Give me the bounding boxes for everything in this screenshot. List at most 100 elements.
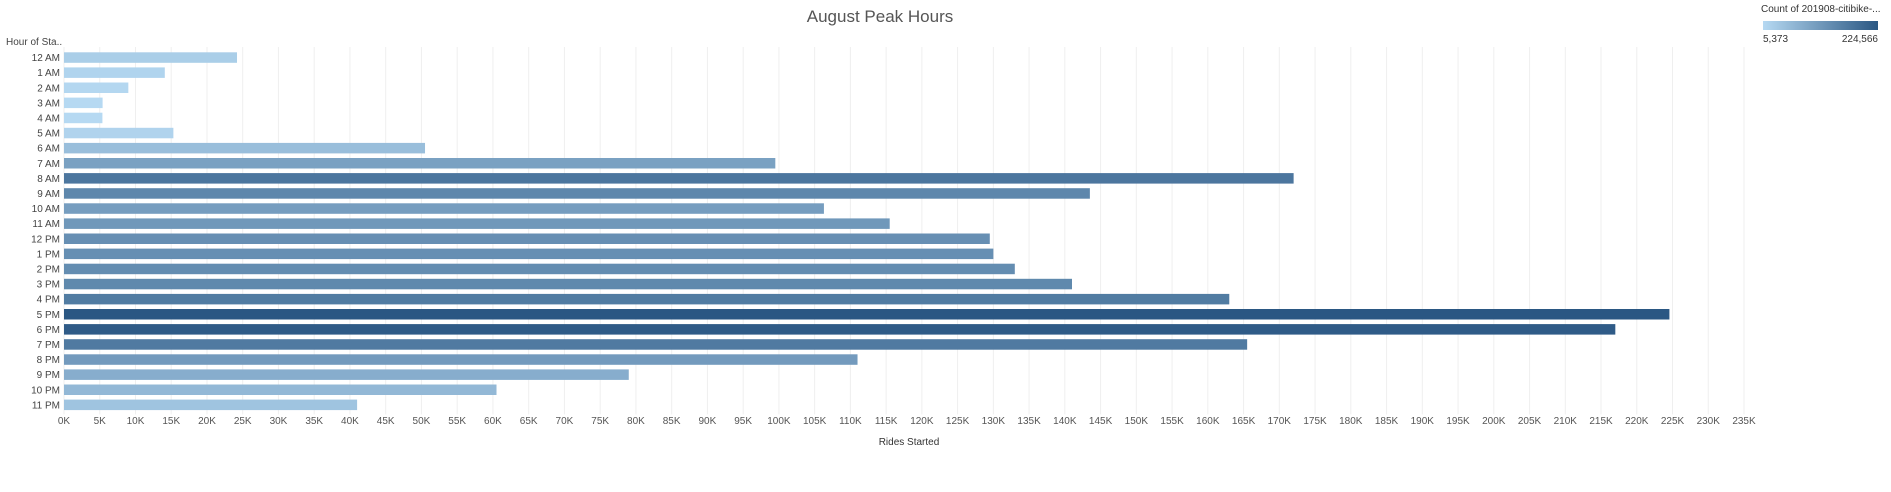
- x-tick-label: 225K: [1661, 416, 1685, 427]
- x-tick-label: 105K: [803, 416, 827, 427]
- bar[interactable]: [64, 82, 129, 94]
- bar[interactable]: [64, 173, 1294, 184]
- bar[interactable]: [64, 67, 165, 78]
- x-tick-label: 70K: [556, 416, 574, 427]
- category-label: 3 AM: [37, 98, 60, 109]
- legend-title: Count of 201908-citibike-...: [1761, 4, 1881, 15]
- x-tick-label: 25K: [234, 416, 252, 427]
- bars: [64, 52, 1670, 411]
- x-tick-label: 145K: [1089, 416, 1113, 427]
- x-tick-label: 10K: [127, 416, 145, 427]
- category-label: 3 PM: [37, 280, 60, 291]
- x-tick-label: 115K: [875, 416, 898, 427]
- category-label: 4 PM: [37, 295, 60, 306]
- x-tick-label: 95K: [734, 416, 752, 427]
- x-tick-label: 205K: [1518, 416, 1542, 427]
- x-tick-label: 200K: [1482, 416, 1506, 427]
- category-labels: 12 AM 1 AM 2 AM 3 AM 4 AM 5 AM 6 AM 7 AM 8 AM 9 A…: [31, 53, 60, 411]
- x-tick-label: 100K: [767, 416, 791, 427]
- category-label: 11 PM: [32, 400, 60, 411]
- category-label: 1 AM: [37, 68, 60, 79]
- category-label: 7 AM: [37, 159, 60, 170]
- bar[interactable]: [64, 142, 426, 154]
- x-tick-label: 55K: [448, 416, 466, 427]
- x-tick-label: 165K: [1232, 416, 1256, 427]
- bar[interactable]: [64, 203, 824, 214]
- y-axis-title: Hour of Sta..: [6, 37, 62, 48]
- bar[interactable]: [64, 309, 1670, 320]
- legend-max-label: 224,566: [1842, 34, 1879, 45]
- category-label: 2 PM: [37, 264, 60, 275]
- category-label: 6 PM: [37, 325, 60, 336]
- category-label: 12 PM: [31, 234, 60, 245]
- x-tick-label: 150K: [1125, 416, 1149, 427]
- bar[interactable]: [64, 324, 1616, 335]
- category-label: 9 AM: [37, 189, 60, 200]
- category-label: 1 PM: [37, 249, 60, 260]
- category-label: 2 AM: [37, 83, 60, 94]
- x-tick-label: 40K: [341, 416, 359, 427]
- x-tick-label: 15K: [162, 416, 180, 427]
- x-tick-label: 50K: [413, 416, 431, 427]
- x-tick-label: 5K: [94, 416, 107, 427]
- bar[interactable]: [64, 369, 629, 380]
- bar[interactable]: [64, 112, 103, 124]
- bar[interactable]: [64, 399, 358, 411]
- grid-lines: [63, 47, 1745, 415]
- x-tick-label: 215K: [1589, 416, 1613, 427]
- x-tick-label: 20K: [198, 416, 216, 427]
- x-tick-label: 235K: [1732, 416, 1756, 427]
- x-tick-label: 90K: [699, 416, 717, 427]
- bar[interactable]: [64, 218, 890, 229]
- bar[interactable]: [64, 248, 994, 260]
- x-tick-label: 190K: [1411, 416, 1435, 427]
- category-label: 5 PM: [37, 310, 60, 321]
- legend-min-label: 5,373: [1763, 34, 1788, 45]
- x-tick-label: 85K: [663, 416, 681, 427]
- bar[interactable]: [64, 354, 858, 365]
- bar[interactable]: [64, 293, 1230, 305]
- x-tick-label: 180K: [1339, 416, 1363, 427]
- category-label: 8 AM: [37, 174, 60, 185]
- category-label: 9 PM: [37, 370, 60, 381]
- bar[interactable]: [64, 263, 1015, 275]
- x-tick-label: 140K: [1053, 416, 1077, 427]
- x-tick-label: 60K: [484, 416, 502, 427]
- category-label: 12 AM: [32, 53, 60, 64]
- x-tick-label: 220K: [1625, 416, 1649, 427]
- x-tick-label: 175K: [1303, 416, 1327, 427]
- bar[interactable]: [64, 233, 990, 245]
- x-tick-label: 185K: [1375, 416, 1399, 427]
- bar[interactable]: [64, 384, 497, 396]
- bar[interactable]: [64, 158, 776, 169]
- x-tick-label: 170K: [1268, 416, 1292, 427]
- x-tick-label: 45K: [377, 416, 395, 427]
- category-label: 6 AM: [37, 144, 60, 155]
- x-tick-label: 195K: [1446, 416, 1470, 427]
- category-label: 10 AM: [32, 204, 60, 215]
- category-label: 7 PM: [37, 340, 60, 351]
- legend-gradient-bar: [1763, 21, 1878, 30]
- bar[interactable]: [64, 127, 174, 139]
- x-tick-label: 120K: [910, 416, 934, 427]
- x-tick-labels: 0K 5K 10K 15K 20K 25K 30K 35K 40K 45K 50K 55K 60K 65K…: [58, 416, 1756, 427]
- x-tick-label: 130K: [982, 416, 1006, 427]
- x-tick-label: 0K: [58, 416, 71, 427]
- chart-title: August Peak Hours: [807, 7, 953, 26]
- bar[interactable]: [64, 278, 1072, 290]
- x-tick-label: 125K: [946, 416, 970, 427]
- bar[interactable]: [64, 52, 238, 63]
- bar[interactable]: [64, 97, 103, 109]
- bar[interactable]: [64, 339, 1248, 350]
- category-label: 8 PM: [37, 355, 60, 366]
- bar[interactable]: [64, 188, 1090, 199]
- color-legend[interactable]: Count of 201908-citibike-... 5,373 224,5…: [1761, 4, 1881, 45]
- category-label: 10 PM: [31, 385, 60, 396]
- x-tick-label: 80K: [627, 416, 645, 427]
- x-tick-label: 160K: [1196, 416, 1220, 427]
- category-label: 11 AM: [32, 219, 60, 230]
- x-tick-label: 30K: [270, 416, 288, 427]
- x-tick-label: 135K: [1017, 416, 1041, 427]
- x-axis-title: Rides Started: [879, 437, 940, 448]
